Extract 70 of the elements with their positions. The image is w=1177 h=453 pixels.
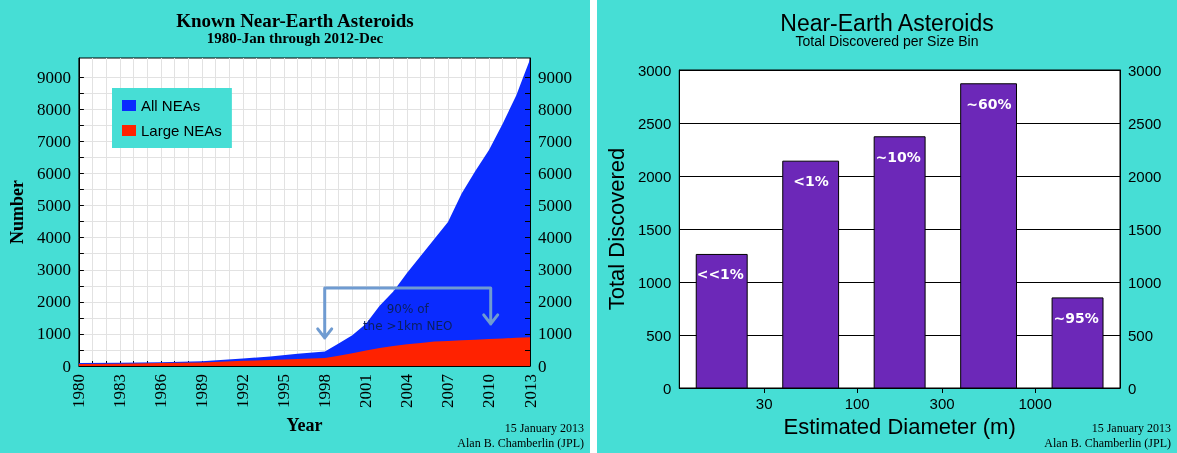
- y-tick-label: 8000: [36, 99, 71, 119]
- x-tick-label: 1998: [315, 374, 335, 408]
- y-axis-title: Total Discovered: [603, 147, 629, 311]
- annotation: <1%: [793, 173, 829, 190]
- x-tick-label: 100: [844, 395, 870, 412]
- y2-tick-label: 0: [538, 356, 547, 376]
- y-tick-label: 3000: [36, 260, 71, 280]
- x-tick-label: 1992: [233, 374, 253, 408]
- y2-tick-label: 5000: [538, 196, 572, 216]
- y2-tick-label: 2000: [538, 292, 572, 312]
- y2-tick-label: 7000: [538, 131, 572, 151]
- x-tick-label: 1000: [1018, 395, 1052, 412]
- x-tick-label: 1995: [274, 374, 294, 408]
- chart-subtitle: 1980-Jan through 2012-Dec: [206, 29, 384, 46]
- y2-tick-label: 2500: [1128, 114, 1162, 132]
- x-tick-label: 300: [929, 395, 955, 412]
- x-tick-label: 2013: [520, 374, 540, 408]
- annotation: 90% of the >1km NEO: [362, 302, 453, 334]
- y-tick-label: 1500: [637, 220, 672, 238]
- x-tick-label: 1989: [192, 374, 212, 408]
- text: Alan B. Chamberlin (JPL): [457, 436, 585, 450]
- y-tick-label: 2500: [637, 114, 672, 132]
- y-tick-label: 9000: [36, 67, 71, 87]
- text: 15 January 2013: [504, 421, 585, 435]
- y2-tick-label: 2000: [1128, 167, 1162, 185]
- y2-tick-label: 9000: [538, 67, 572, 87]
- y2-tick-label: 3000: [1128, 61, 1162, 79]
- y2-tick-label: 1000: [1128, 273, 1162, 291]
- y-tick-label: 2000: [36, 292, 71, 312]
- y-tick-label: 0: [662, 379, 672, 397]
- y2-tick-label: 8000: [538, 99, 572, 119]
- x-tick-label: 2004: [397, 373, 417, 408]
- y2-tick-label: 6000: [538, 164, 572, 183]
- y-tick-label: 4000: [36, 228, 71, 248]
- x-tick-label: 2001: [356, 374, 376, 408]
- y-tick-label: 3000: [637, 61, 672, 79]
- y-tick-label: 2000: [637, 167, 672, 185]
- y-tick-label: 1000: [36, 324, 71, 344]
- y-tick-label: 1000: [637, 273, 672, 291]
- y2-tick-label: 500: [1128, 326, 1154, 344]
- y-tick-label: 7000: [36, 131, 71, 151]
- legend-label: Large NEAs: [141, 122, 222, 139]
- y2-tick-label: 1500: [1128, 220, 1162, 238]
- x-tick-label: 30: [755, 395, 773, 412]
- y-tick-label: 0: [62, 356, 71, 376]
- y2-tick-label: 3000: [538, 260, 572, 280]
- y2-tick-label: 1000: [538, 324, 572, 344]
- chart-subtitle: Total Discovered per Size Bin: [795, 33, 979, 49]
- x-tick-label: 2010: [479, 374, 499, 408]
- x-tick-label: 2007: [438, 373, 458, 408]
- annotation: ~95%: [1053, 309, 1099, 326]
- y-axis-title: Number: [7, 180, 27, 244]
- annotation: ~60%: [966, 95, 1012, 112]
- y-tick-label: 500: [646, 326, 672, 344]
- annotation: ~10%: [875, 148, 921, 165]
- x-tick-label: 1980: [69, 374, 89, 408]
- chart-title: Known Near-Earth Asteroids: [176, 10, 414, 31]
- y2-tick-label: 4000: [538, 228, 572, 248]
- y-tick-label: 6000: [36, 164, 71, 183]
- annotation: <<1%: [696, 266, 744, 283]
- legend-label: All NEAs: [141, 97, 201, 114]
- text: 15 January 2013: [1091, 421, 1172, 435]
- y2-tick-label: 0: [1128, 379, 1137, 397]
- text: Alan B. Chamberlin (JPL): [1044, 436, 1172, 450]
- chart-title: Near-Earth Asteroids: [780, 9, 994, 36]
- x-tick-label: 1983: [110, 374, 130, 408]
- x-tick-label: 1986: [151, 374, 171, 408]
- x-axis-title: Estimated Diameter (m): [783, 414, 1016, 440]
- y-tick-label: 5000: [36, 196, 71, 216]
- x-axis-title: Year: [286, 415, 323, 435]
